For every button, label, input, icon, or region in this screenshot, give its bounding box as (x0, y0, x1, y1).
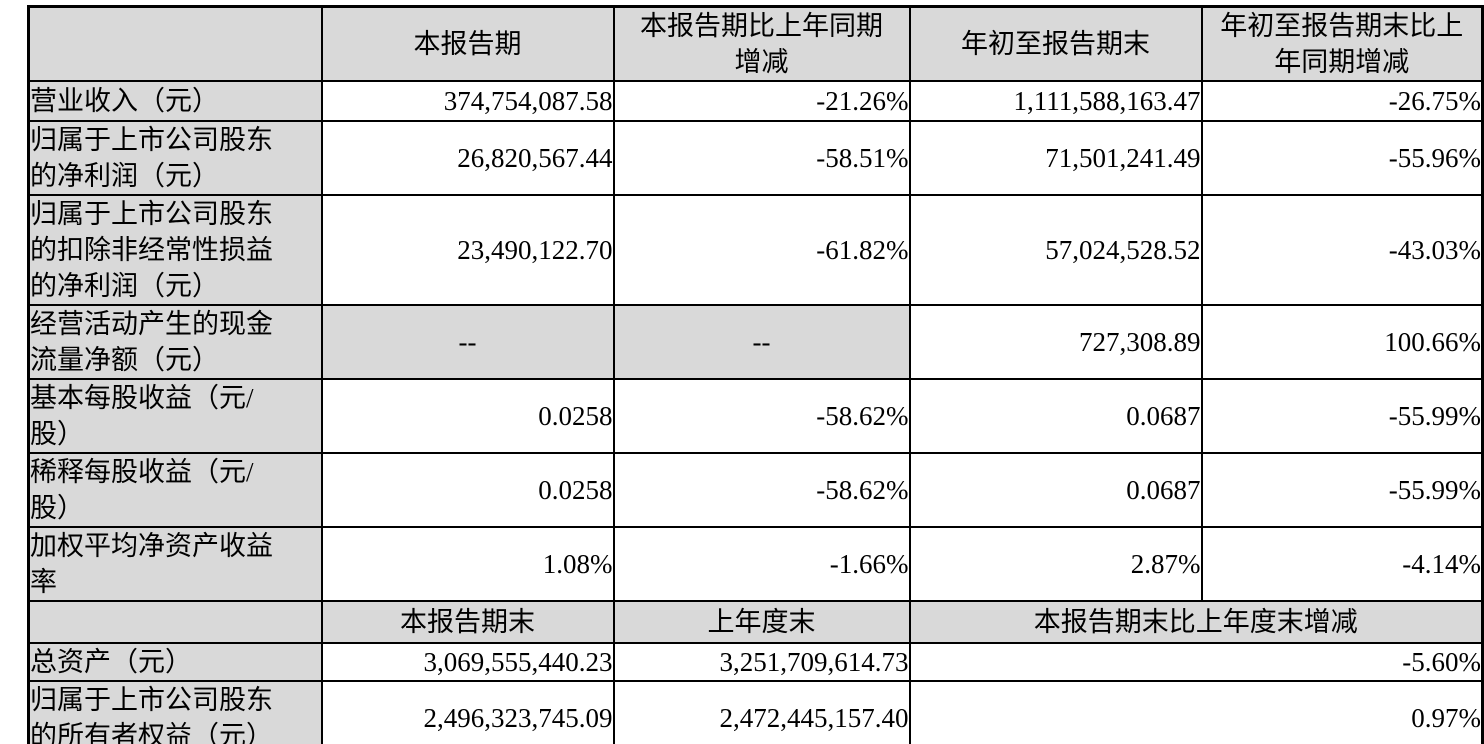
weighted-avg-roe-ytd-yoy: -4.14% (1200, 526, 1484, 602)
weighted-avg-roe-label: 加权平均净资产收益 率 (27, 526, 323, 602)
revenue-ytd: 1,111,588,163.47 (908, 80, 1203, 122)
net-profit-excl-current-yoy: -61.82% (612, 194, 911, 306)
net-profit-excl-ytd: 57,024,528.52 (908, 194, 1203, 306)
corner-blank-cell (27, 5, 323, 82)
total-assets-change: -5.60% (908, 642, 1484, 682)
row-weighted-avg-roe: 加权平均净资产收益 率 1.08% -1.66% 2.87% -4.14% (27, 526, 1484, 602)
row-diluted-eps: 稀释每股收益（元/ 股） 0.0258 -58.62% 0.0687 -55.9… (27, 452, 1484, 528)
diluted-eps-ytd-yoy: -55.99% (1200, 452, 1484, 528)
weighted-avg-roe-current-yoy: -1.66% (612, 526, 911, 602)
equity-change: 0.97% (908, 680, 1484, 744)
row-net-profit-excl-nonrecurring: 归属于上市公司股东 的扣除非经常性损益 的净利润（元） 23,490,122.7… (27, 194, 1484, 306)
net-profit-current-yoy: -58.51% (612, 120, 911, 196)
revenue-label: 营业收入（元） (27, 80, 323, 122)
diluted-eps-current-yoy: -58.62% (612, 452, 911, 528)
net-profit-excl-current: 23,490,122.70 (320, 194, 615, 306)
diluted-eps-label: 稀释每股收益（元/ 股） (27, 452, 323, 528)
row-basic-eps: 基本每股收益（元/ 股） 0.0258 -58.62% 0.0687 -55.9… (27, 378, 1484, 454)
col-header-current-period: 本报告期 (320, 5, 615, 82)
weighted-avg-roe-ytd: 2.87% (908, 526, 1203, 602)
basic-eps-ytd: 0.0687 (908, 378, 1203, 454)
col-header-change-vs-prior-year-end: 本报告期末比上年度末增减 (908, 600, 1484, 644)
net-profit-excl-label: 归属于上市公司股东 的扣除非经常性损益 的净利润（元） (27, 194, 323, 306)
equity-label: 归属于上市公司股东 的所有者权益（元） (27, 680, 323, 744)
net-profit-label: 归属于上市公司股东 的净利润（元） (27, 120, 323, 196)
row-net-profit: 归属于上市公司股东 的净利润（元） 26,820,567.44 -58.51% … (27, 120, 1484, 196)
basic-eps-current-yoy: -58.62% (612, 378, 911, 454)
operating-cash-flow-label: 经营活动产生的现金 流量净额（元） (27, 304, 323, 380)
diluted-eps-current: 0.0258 (320, 452, 615, 528)
row-revenue: 营业收入（元） 374,754,087.58 -21.26% 1,111,588… (27, 80, 1484, 122)
operating-cash-flow-current-yoy: -- (612, 304, 911, 380)
total-assets-end-of-period: 3,069,555,440.23 (320, 642, 615, 682)
weighted-avg-roe-current: 1.08% (320, 526, 615, 602)
net-profit-ytd-yoy: -55.96% (1200, 120, 1484, 196)
financial-summary-table: 本报告期 本报告期比上年同期 增减 年初至报告期末 年初至报告期末比上 年同期增… (27, 5, 1484, 744)
operating-cash-flow-ytd: 727,308.89 (908, 304, 1203, 380)
col-header-current-period-yoy: 本报告期比上年同期 增减 (612, 5, 911, 82)
col-header-end-of-prior-year: 上年度末 (612, 600, 911, 644)
diluted-eps-ytd: 0.0687 (908, 452, 1203, 528)
col-header-end-of-period: 本报告期末 (320, 600, 615, 644)
row-equity: 归属于上市公司股东 的所有者权益（元） 2,496,323,745.09 2,4… (27, 680, 1484, 744)
row-operating-cash-flow: 经营活动产生的现金 流量净额（元） -- -- 727,308.89 100.6… (27, 304, 1484, 380)
basic-eps-label: 基本每股收益（元/ 股） (27, 378, 323, 454)
corner-blank-cell-2 (27, 600, 323, 644)
net-profit-excl-ytd-yoy: -43.03% (1200, 194, 1484, 306)
revenue-current: 374,754,087.58 (320, 80, 615, 122)
revenue-ytd-yoy: -26.75% (1200, 80, 1484, 122)
header-row-2: 本报告期末 上年度末 本报告期末比上年度末增减 (27, 600, 1484, 644)
col-header-ytd: 年初至报告期末 (908, 5, 1203, 82)
equity-end-of-period: 2,496,323,745.09 (320, 680, 615, 744)
net-profit-current: 26,820,567.44 (320, 120, 615, 196)
row-total-assets: 总资产（元） 3,069,555,440.23 3,251,709,614.73… (27, 642, 1484, 682)
operating-cash-flow-current: -- (320, 304, 615, 380)
basic-eps-current: 0.0258 (320, 378, 615, 454)
operating-cash-flow-ytd-yoy: 100.66% (1200, 304, 1484, 380)
total-assets-end-of-prior-year: 3,251,709,614.73 (612, 642, 911, 682)
total-assets-label: 总资产（元） (27, 642, 323, 682)
header-row-1: 本报告期 本报告期比上年同期 增减 年初至报告期末 年初至报告期末比上 年同期增… (27, 5, 1484, 82)
net-profit-ytd: 71,501,241.49 (908, 120, 1203, 196)
equity-end-of-prior-year: 2,472,445,157.40 (612, 680, 911, 744)
col-header-ytd-yoy: 年初至报告期末比上 年同期增减 (1200, 5, 1484, 82)
revenue-current-yoy: -21.26% (612, 80, 911, 122)
basic-eps-ytd-yoy: -55.99% (1200, 378, 1484, 454)
